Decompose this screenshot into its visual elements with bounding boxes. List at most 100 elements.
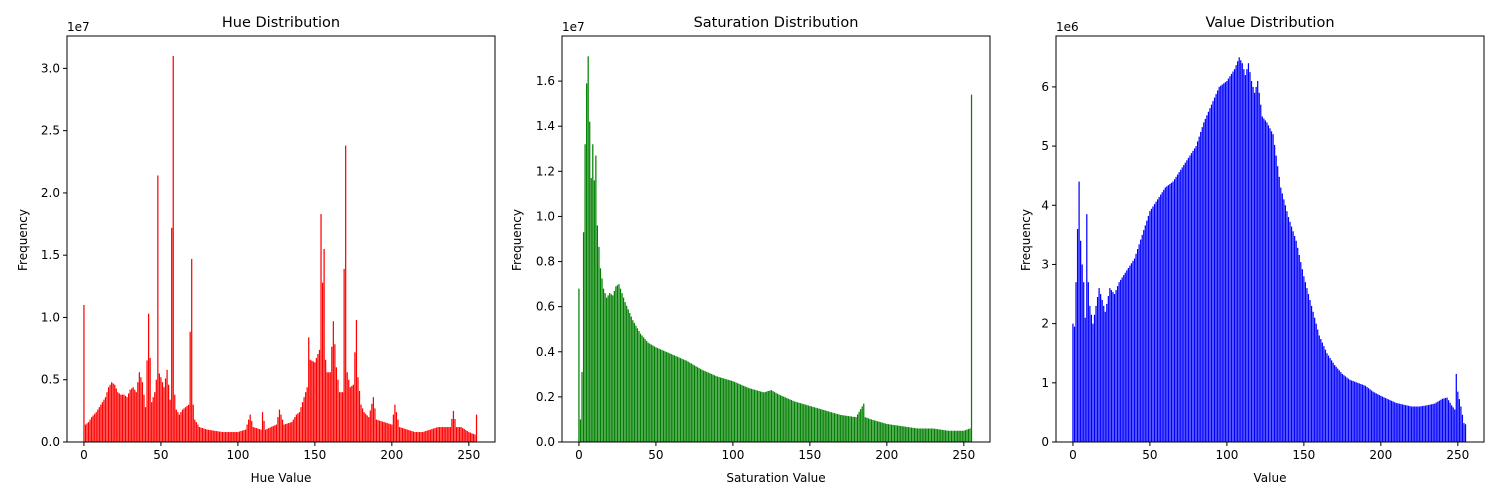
bar bbox=[1424, 405, 1427, 442]
bar bbox=[917, 428, 919, 442]
bar bbox=[1380, 395, 1382, 442]
bar bbox=[909, 427, 911, 442]
bar bbox=[386, 423, 388, 442]
bar bbox=[893, 425, 896, 442]
bar bbox=[378, 420, 381, 442]
bar bbox=[644, 339, 646, 442]
bar bbox=[1372, 391, 1374, 442]
x-axis-label: Value bbox=[1254, 471, 1287, 485]
bar bbox=[325, 359, 327, 442]
bar bbox=[806, 405, 808, 442]
bar bbox=[1238, 57, 1240, 443]
bar bbox=[352, 384, 354, 442]
bar bbox=[918, 428, 920, 442]
bar bbox=[895, 425, 897, 442]
bar bbox=[1086, 214, 1088, 442]
bar bbox=[1411, 406, 1413, 442]
bar bbox=[251, 420, 253, 442]
bar bbox=[141, 382, 144, 442]
x-tick-label: 50 bbox=[1142, 448, 1157, 462]
bar bbox=[606, 297, 608, 442]
bar bbox=[604, 293, 606, 442]
plot-frame bbox=[1055, 35, 1485, 443]
bar bbox=[1358, 383, 1360, 442]
bar bbox=[442, 427, 444, 442]
bar bbox=[234, 432, 236, 442]
bar bbox=[217, 431, 219, 442]
bar bbox=[724, 378, 726, 442]
bar bbox=[1398, 403, 1400, 442]
bar bbox=[830, 412, 833, 442]
bar bbox=[816, 408, 819, 442]
bar bbox=[445, 427, 447, 442]
bar bbox=[738, 383, 740, 442]
bar bbox=[289, 422, 291, 442]
bar bbox=[1215, 94, 1217, 442]
y-tick-label: 6 bbox=[1041, 80, 1049, 94]
bar bbox=[633, 322, 635, 442]
bar bbox=[277, 417, 279, 442]
bar bbox=[160, 377, 162, 442]
bar bbox=[1435, 402, 1437, 442]
bar bbox=[138, 372, 140, 442]
bar bbox=[1232, 71, 1234, 442]
bar bbox=[314, 362, 316, 442]
bar bbox=[812, 406, 814, 442]
y-tick-label: 2.5 bbox=[41, 124, 60, 138]
bar bbox=[824, 410, 826, 442]
bar bbox=[261, 412, 264, 442]
bar bbox=[348, 379, 350, 442]
bar bbox=[140, 377, 142, 442]
bar bbox=[161, 382, 164, 442]
bar bbox=[343, 268, 345, 442]
bar bbox=[699, 368, 702, 442]
bar bbox=[641, 335, 643, 442]
x-tick-label: 100 bbox=[1215, 448, 1238, 462]
bar bbox=[212, 430, 214, 442]
bar bbox=[1132, 260, 1134, 442]
bar bbox=[726, 379, 728, 442]
bar bbox=[793, 401, 796, 442]
bar bbox=[121, 394, 124, 442]
bar bbox=[596, 225, 599, 442]
x-tick-label: 250 bbox=[1446, 448, 1469, 462]
bar bbox=[866, 417, 868, 442]
bar bbox=[1203, 122, 1205, 442]
bar bbox=[372, 397, 374, 442]
bar bbox=[164, 378, 167, 442]
bar bbox=[1400, 404, 1402, 442]
bar bbox=[107, 387, 110, 442]
bar bbox=[457, 427, 459, 442]
bar bbox=[966, 429, 968, 442]
bar bbox=[132, 387, 134, 442]
bar bbox=[590, 178, 592, 442]
bar bbox=[366, 415, 368, 442]
bar bbox=[112, 383, 114, 442]
bar bbox=[803, 404, 805, 442]
bar bbox=[1183, 165, 1185, 442]
bar bbox=[924, 428, 926, 442]
bar bbox=[1301, 269, 1303, 442]
bar bbox=[613, 290, 615, 442]
bar bbox=[129, 389, 131, 442]
y-tick-label: 0.5 bbox=[41, 373, 60, 387]
bar bbox=[877, 421, 879, 442]
bar bbox=[303, 397, 305, 442]
bar bbox=[619, 288, 622, 442]
bar bbox=[1141, 234, 1143, 442]
bar bbox=[1227, 78, 1230, 443]
bar bbox=[821, 409, 823, 442]
bar bbox=[1340, 372, 1342, 442]
bar bbox=[1383, 397, 1385, 442]
bar bbox=[949, 430, 951, 442]
bar bbox=[318, 349, 321, 442]
bar bbox=[836, 414, 839, 442]
bar bbox=[1437, 401, 1439, 442]
bar bbox=[950, 430, 953, 442]
bar bbox=[120, 394, 122, 442]
bar bbox=[642, 337, 645, 442]
plot-frame bbox=[561, 35, 991, 443]
bar bbox=[184, 407, 187, 442]
y-axis-label: Frequency bbox=[16, 209, 30, 271]
